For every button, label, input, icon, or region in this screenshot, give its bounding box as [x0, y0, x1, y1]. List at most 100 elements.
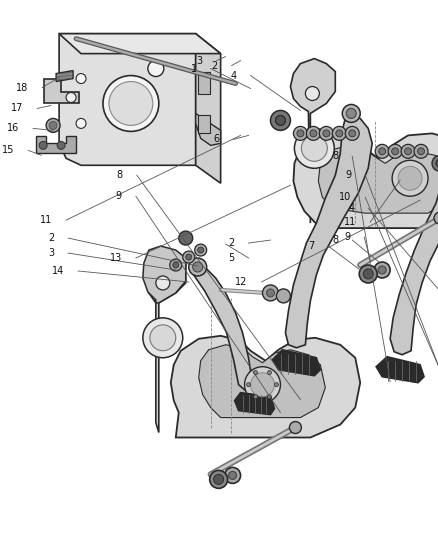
- Circle shape: [246, 383, 250, 386]
- Polygon shape: [293, 133, 438, 228]
- Circle shape: [57, 141, 65, 149]
- Circle shape: [413, 144, 427, 158]
- Circle shape: [296, 130, 303, 137]
- Polygon shape: [290, 59, 335, 223]
- Circle shape: [142, 318, 182, 358]
- Polygon shape: [36, 136, 76, 154]
- Text: 14: 14: [52, 266, 64, 276]
- Circle shape: [228, 471, 236, 479]
- Polygon shape: [170, 336, 360, 438]
- Polygon shape: [56, 70, 73, 82]
- Circle shape: [342, 104, 360, 123]
- Circle shape: [391, 148, 398, 155]
- Text: 10: 10: [338, 192, 350, 202]
- Circle shape: [192, 262, 202, 272]
- Polygon shape: [44, 78, 79, 103]
- Polygon shape: [142, 246, 185, 303]
- Circle shape: [209, 471, 227, 488]
- Circle shape: [197, 247, 203, 253]
- Bar: [197, 116, 209, 133]
- Text: 12: 12: [235, 277, 247, 287]
- Circle shape: [377, 266, 385, 274]
- Circle shape: [391, 160, 427, 196]
- Text: 4: 4: [347, 203, 353, 213]
- Circle shape: [46, 118, 60, 132]
- Bar: [197, 71, 209, 93]
- Polygon shape: [375, 357, 423, 383]
- Circle shape: [182, 251, 194, 263]
- Polygon shape: [285, 116, 371, 348]
- Text: 11: 11: [343, 217, 355, 227]
- Polygon shape: [234, 393, 274, 415]
- Polygon shape: [318, 146, 438, 213]
- Circle shape: [276, 289, 290, 303]
- Text: 9: 9: [344, 170, 350, 180]
- Circle shape: [194, 244, 206, 256]
- Circle shape: [306, 126, 320, 140]
- Circle shape: [266, 289, 274, 297]
- Text: 18: 18: [16, 83, 28, 93]
- Circle shape: [76, 118, 86, 128]
- Circle shape: [173, 262, 178, 268]
- Circle shape: [49, 122, 57, 130]
- Circle shape: [178, 231, 192, 245]
- Text: 8: 8: [332, 235, 338, 245]
- Polygon shape: [389, 135, 438, 355]
- Text: 15: 15: [2, 146, 14, 155]
- Circle shape: [404, 148, 411, 155]
- Circle shape: [274, 383, 278, 386]
- Circle shape: [253, 370, 257, 375]
- Circle shape: [294, 128, 334, 168]
- Text: 4: 4: [230, 70, 236, 80]
- Circle shape: [373, 262, 389, 278]
- Polygon shape: [59, 34, 195, 165]
- Circle shape: [335, 130, 342, 137]
- Circle shape: [344, 126, 358, 140]
- Text: 11: 11: [40, 215, 52, 225]
- Text: 2: 2: [228, 238, 234, 248]
- Text: 9: 9: [116, 191, 122, 201]
- Polygon shape: [59, 34, 220, 54]
- Circle shape: [275, 116, 285, 125]
- Polygon shape: [192, 265, 252, 391]
- Text: 8: 8: [117, 170, 123, 180]
- Circle shape: [374, 144, 388, 158]
- Text: 6: 6: [213, 134, 219, 144]
- Circle shape: [348, 130, 355, 137]
- Polygon shape: [195, 34, 220, 183]
- Circle shape: [250, 373, 274, 397]
- Circle shape: [289, 422, 301, 433]
- Text: 1: 1: [190, 63, 196, 74]
- Circle shape: [103, 76, 159, 132]
- Polygon shape: [195, 114, 220, 146]
- Polygon shape: [272, 350, 320, 376]
- Text: 3: 3: [196, 55, 202, 66]
- Circle shape: [346, 108, 355, 118]
- Circle shape: [322, 130, 329, 137]
- Circle shape: [397, 166, 421, 190]
- Circle shape: [387, 144, 401, 158]
- Circle shape: [244, 367, 280, 402]
- Text: 9: 9: [343, 232, 350, 242]
- Circle shape: [270, 110, 290, 131]
- Circle shape: [253, 395, 257, 399]
- Circle shape: [362, 269, 372, 279]
- Circle shape: [66, 93, 76, 102]
- Circle shape: [433, 212, 438, 224]
- Text: 17: 17: [11, 103, 23, 114]
- Text: 3: 3: [48, 248, 54, 258]
- Circle shape: [149, 325, 175, 351]
- Circle shape: [224, 467, 240, 483]
- Circle shape: [109, 82, 152, 125]
- Text: 16: 16: [7, 124, 19, 133]
- Circle shape: [378, 148, 385, 155]
- Circle shape: [148, 61, 163, 77]
- Polygon shape: [145, 251, 185, 432]
- Circle shape: [213, 474, 223, 484]
- Text: 7: 7: [307, 241, 314, 251]
- Circle shape: [309, 130, 316, 137]
- Circle shape: [39, 141, 47, 149]
- Text: 13: 13: [110, 253, 122, 263]
- Circle shape: [267, 370, 271, 375]
- Text: 5: 5: [228, 253, 234, 263]
